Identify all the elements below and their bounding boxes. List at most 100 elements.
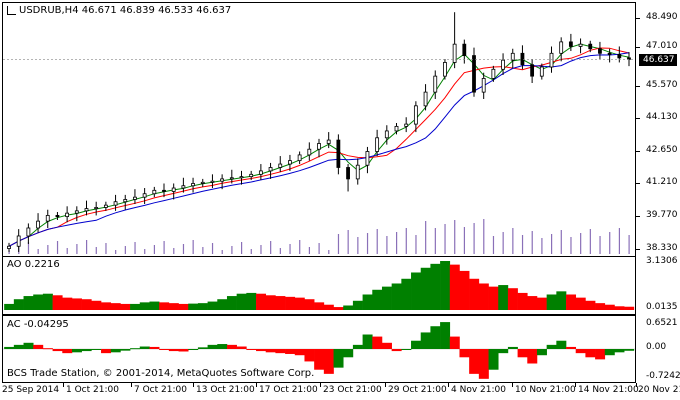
candle-body [481,78,486,93]
time-axis-label: 17 Oct 21:00 [259,385,318,395]
ac-bar [130,348,141,350]
ma-slow-line [8,52,630,247]
time-axis-label: 20 Nov 21:00 [638,385,680,395]
ac-histogram-canvas [3,322,635,379]
volume-bar [396,232,398,254]
ac-indicator-pane[interactable]: AC -0.04295 BCS Trade Station, © 2001-20… [2,315,636,383]
ao-axis-label: 3.1306 [646,256,678,266]
volume-bar [192,240,194,254]
ao-bar [52,295,63,310]
price-axis-tick [636,18,640,19]
ac-bar [304,349,315,362]
candle-body [152,189,157,195]
volume-bar [415,235,417,254]
ac-bar [546,344,557,350]
ac-bar [362,334,373,350]
candle-body [568,41,573,47]
price-axis-label: 48.490 [646,12,678,22]
ao-bar [110,303,121,310]
candle-body [617,54,622,59]
symbol-ohlc-label: USDRUB,H4 46.671 46.839 46.533 46.637 [19,5,232,16]
volume-bar [589,229,591,254]
price-pane[interactable]: USDRUB,H4 46.671 46.839 46.533 46.637 [2,2,636,257]
candle-body [394,125,399,132]
volume-bar [357,237,359,254]
ac-bar [101,349,112,354]
candle-body [375,137,380,152]
ac-bar [285,349,296,354]
ao-bar [101,302,112,310]
volume-bar [618,228,621,254]
ac-bar [566,346,577,350]
volume-bar [541,238,543,254]
ac-bar [178,349,189,352]
candle-body [578,43,583,47]
ac-bar [188,349,199,351]
candle-body [258,170,263,175]
candle-body [55,215,60,217]
candle-body [472,55,476,93]
ao-bar [197,303,208,310]
ac-bar [207,344,218,350]
ao-bar [168,303,179,310]
candle-body [598,48,602,54]
candle-body [346,167,350,180]
ac-bar [411,340,422,350]
volume-bar [86,240,88,254]
volume-bar [299,240,301,254]
ac-bar [52,349,63,352]
time-axis-label: 23 Oct 21:00 [323,385,382,395]
time-axis-tick [512,383,513,387]
price-axis-label: 42.650 [646,145,678,155]
time-axis-tick [63,383,64,387]
price-axis-label: 45.570 [646,80,678,90]
ao-bar [314,302,325,310]
chart-header-icon [7,6,16,18]
volume-bar [105,243,107,254]
ac-bar [323,349,334,374]
ac-bar [149,346,160,350]
ao-bar [420,267,431,310]
ao-bar [391,283,402,310]
ao-bar [149,301,160,310]
volume-bar [95,247,97,254]
ac-bar [527,349,538,364]
ac-bar [81,349,92,352]
ao-indicator-pane[interactable]: AO 0.2216 [2,256,636,315]
time-axis-label: 1 Oct 21:00 [66,385,119,395]
volume-bar [173,248,175,254]
ao-bar [469,278,480,310]
candle-body [501,59,505,70]
price-axis-tick [636,216,640,217]
ac-bar [256,349,267,352]
ac-bar [265,349,276,353]
time-axis-tick [193,383,194,387]
time-axis-tick [575,383,576,387]
ao-bar [352,300,363,310]
ao-bar [362,294,373,310]
ac-bar [459,349,470,358]
ao-bar [595,303,606,310]
candle-body [384,130,389,139]
volume-bar [211,243,214,254]
ac-bar [197,347,208,350]
ao-label: AO 0.2216 [7,259,60,270]
candle-body [162,189,166,192]
candle-body [249,173,254,178]
ao-bar [23,296,34,310]
volume-bar [182,244,185,254]
candle-body [317,143,321,150]
ao-bar [536,297,547,310]
candle-body [181,185,186,189]
candle-body [45,215,50,222]
price-chart-canvas [3,12,635,254]
candle-body [142,193,147,198]
ao-bar [566,294,577,310]
volume-bar [250,249,252,254]
volume-bar [551,234,553,254]
ac-bar [333,349,344,368]
ao-histogram-canvas [4,261,635,310]
ao-bar [304,299,315,310]
ac-bar [440,322,451,350]
